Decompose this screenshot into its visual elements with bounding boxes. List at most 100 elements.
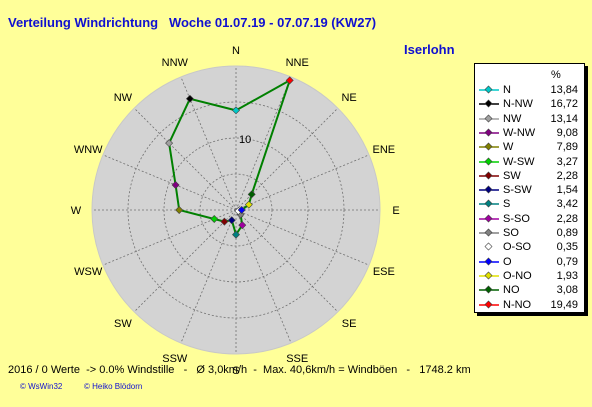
footer-stats: 2016 / 0 Werte -> 0.0% Windstille - Ø 3,…	[8, 364, 471, 376]
legend-value: 0,79	[556, 255, 578, 268]
legend-label: O-NO	[503, 269, 532, 282]
legend-value: 7,89	[556, 141, 578, 154]
grid-spoke	[235, 209, 339, 313]
legend-marker	[479, 285, 499, 294]
legend-item-w: W 7,89	[475, 140, 584, 155]
direction-label-se: SE	[342, 318, 357, 330]
legend-value: 1,54	[556, 184, 578, 197]
legend-marker	[479, 171, 499, 180]
point-sw	[220, 217, 229, 226]
direction-label-ssw: SSW	[162, 353, 188, 365]
legend-marker	[479, 142, 499, 151]
legend-value: 16,72	[550, 98, 578, 111]
point-n-no	[285, 76, 294, 85]
legend-item-no: NO 3,08	[475, 283, 584, 298]
grid-spoke	[235, 154, 370, 211]
legend-item-sw: SW 2,28	[475, 169, 584, 184]
legend-value: 0,89	[556, 227, 578, 239]
legend-marker	[479, 257, 499, 266]
data-points	[165, 76, 294, 239]
chart-title: Verteilung Windrichtung Woche 01.07.19 -…	[8, 15, 377, 30]
point-s	[232, 230, 240, 239]
legend-value: 3,27	[556, 155, 578, 168]
direction-label-s: S	[232, 365, 239, 377]
direction-label-sse: SSE	[286, 353, 308, 365]
direction-label-n: N	[232, 45, 240, 57]
legend-marker	[479, 242, 499, 251]
legend-label: W	[503, 141, 514, 154]
legend-marker	[479, 157, 499, 165]
point-no	[247, 190, 256, 199]
point-o-no	[244, 200, 253, 209]
legend-marker	[479, 85, 499, 94]
legend-marker	[479, 228, 499, 237]
ring-label: 10	[239, 134, 251, 146]
legend-item-so: SO 0,89	[475, 226, 584, 241]
direction-label-sw: SW	[114, 318, 132, 330]
legend-item-o-so: O-SO 0,35	[475, 240, 584, 255]
legend-value: 9,08	[556, 126, 578, 139]
point-n-nw	[185, 94, 194, 103]
point-n	[232, 106, 240, 115]
legend-marker	[479, 199, 499, 208]
direction-label-wnw: WNW	[74, 144, 103, 156]
legend-label: O-SO	[503, 241, 532, 254]
legend-item-n: N 13,84	[475, 83, 584, 98]
grid-spoke	[235, 209, 292, 344]
legend-label: N-NO	[503, 298, 532, 311]
legend-value: 13,84	[550, 84, 578, 96]
grid-spoke	[235, 76, 292, 211]
legend-label: S	[503, 198, 511, 211]
polar-grid	[92, 66, 380, 354]
legend-item-nw: NW 13,14	[475, 112, 584, 127]
legend-marker	[479, 99, 499, 108]
legend-item-w-nw: W-NW 9,08	[475, 126, 584, 141]
legend-value: 0,35	[556, 241, 578, 254]
legend-marker	[479, 214, 499, 223]
point-w-sw	[210, 215, 219, 223]
direction-label-wsw: WSW	[74, 266, 103, 278]
grid-spoke	[235, 209, 370, 266]
legend-label: SO	[503, 227, 519, 239]
point-nw	[165, 139, 174, 148]
legend-label: NW	[503, 112, 522, 125]
legend-label: S-SO	[503, 212, 530, 225]
legend-value: 1,93	[556, 269, 578, 282]
legend-marker	[479, 300, 499, 308]
direction-label-nnw: NNW	[162, 57, 189, 69]
grid-spoke	[180, 209, 237, 344]
legend-item-n-nw: N-NW 16,72	[475, 97, 584, 112]
legend-value: 2,28	[556, 169, 578, 182]
point-w-nw	[171, 181, 180, 189]
direction-label-e: E	[392, 205, 399, 217]
legend-label: S-SW	[503, 184, 532, 197]
legend-value: 3,08	[556, 284, 578, 297]
legend-item-w-sw: W-SW 3,27	[475, 155, 584, 170]
legend-marker	[479, 185, 499, 194]
legend-item-s: S 3,42	[475, 197, 584, 212]
legend-label: W-NW	[503, 126, 536, 139]
legend-label: W-SW	[503, 155, 535, 168]
legend-item-s-sw: S-SW 1,54	[475, 183, 584, 198]
grid-spoke	[102, 154, 237, 211]
station-name: Iserlohn	[404, 42, 455, 57]
credit-author: © Heiko Blödorn	[84, 382, 143, 391]
legend-marker	[479, 271, 499, 280]
point-s-sw	[227, 216, 236, 225]
grid-spoke	[133, 107, 237, 211]
legend-unit: %	[551, 69, 561, 81]
direction-label-nw: NW	[114, 92, 133, 104]
legend-item-s-so: S-SO 2,28	[475, 212, 584, 227]
legend-label: N	[503, 84, 511, 96]
point-w	[175, 206, 184, 214]
legend-value: 13,14	[550, 112, 578, 125]
direction-label-ese: ESE	[373, 266, 395, 278]
legend-label: N-NW	[503, 98, 533, 111]
legend-label: O	[503, 255, 512, 268]
legend-item-o-no: O-NO 1,93	[475, 269, 584, 284]
legend-item-o: O 0,79	[475, 255, 584, 270]
credit-software: © WsWin32	[20, 382, 63, 391]
direction-label-ne: NE	[341, 92, 356, 104]
direction-labels: N NNE NE ENE E ESE SE SSE S SSW SW WSW W WNW NW NNW	[71, 45, 400, 377]
